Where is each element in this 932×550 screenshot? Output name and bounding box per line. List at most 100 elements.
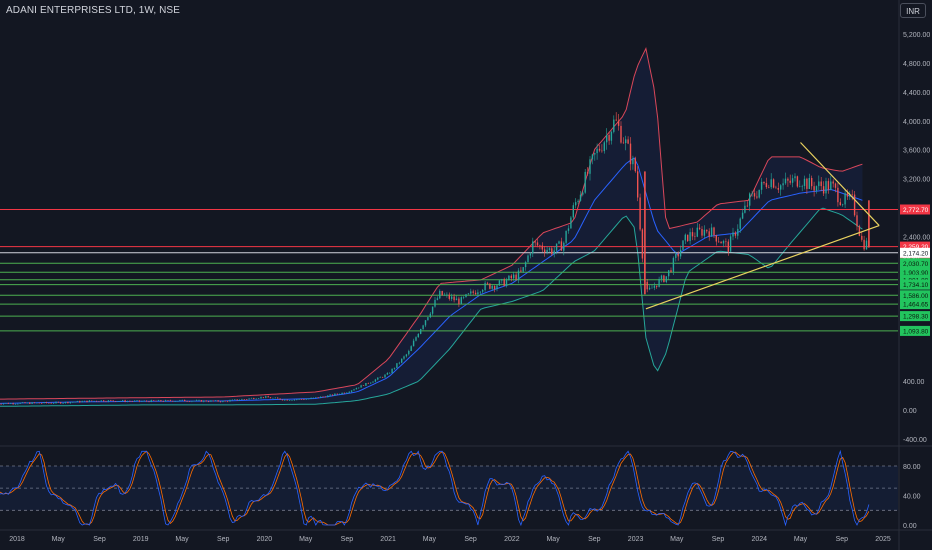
candle[interactable] <box>145 400 148 402</box>
candle[interactable] <box>520 270 522 272</box>
candle[interactable] <box>522 267 524 272</box>
candle[interactable] <box>83 400 86 402</box>
candle[interactable] <box>775 187 777 189</box>
level-tag[interactable] <box>900 299 930 310</box>
candle[interactable] <box>215 400 217 401</box>
candle[interactable] <box>698 227 701 229</box>
candle[interactable] <box>253 398 255 399</box>
candle[interactable] <box>324 396 327 398</box>
candle[interactable] <box>365 383 367 386</box>
candle[interactable] <box>339 394 341 395</box>
candle[interactable] <box>377 377 379 380</box>
candle[interactable] <box>212 400 214 402</box>
candle[interactable] <box>727 241 729 252</box>
candle[interactable] <box>625 139 627 143</box>
candle[interactable] <box>477 292 479 295</box>
candle[interactable] <box>524 262 527 268</box>
candle[interactable] <box>160 400 162 402</box>
candle[interactable] <box>458 298 460 305</box>
candle[interactable] <box>88 400 91 402</box>
candle[interactable] <box>98 401 100 402</box>
candle[interactable] <box>164 400 167 402</box>
candle[interactable] <box>753 193 756 197</box>
level-tag[interactable] <box>900 247 930 258</box>
candle[interactable] <box>279 398 281 400</box>
candle[interactable] <box>443 294 446 296</box>
candle[interactable] <box>637 171 639 198</box>
candle[interactable] <box>825 181 827 194</box>
candle[interactable] <box>758 189 760 198</box>
candle[interactable] <box>346 392 348 394</box>
candle[interactable] <box>656 285 658 287</box>
candle[interactable] <box>420 329 422 334</box>
candle[interactable] <box>722 241 725 244</box>
candle[interactable] <box>746 205 748 207</box>
candle[interactable] <box>157 400 160 401</box>
candle[interactable] <box>255 398 257 400</box>
candle[interactable] <box>186 401 188 402</box>
candle[interactable] <box>760 181 763 190</box>
level-tag[interactable] <box>900 325 930 336</box>
candle[interactable] <box>67 402 69 404</box>
candle[interactable] <box>105 401 107 402</box>
candle[interactable] <box>7 403 9 404</box>
candle[interactable] <box>341 392 343 394</box>
candle[interactable] <box>677 253 679 257</box>
candle[interactable] <box>134 400 136 402</box>
level-tag[interactable] <box>900 267 930 278</box>
candle[interactable] <box>610 131 613 141</box>
candle[interactable] <box>462 297 465 298</box>
candle[interactable] <box>401 358 403 363</box>
candle[interactable] <box>572 205 574 218</box>
candle[interactable] <box>117 401 119 402</box>
candle[interactable] <box>38 402 40 404</box>
candle[interactable] <box>658 279 660 287</box>
candle[interactable] <box>470 291 472 294</box>
candle[interactable] <box>510 275 512 279</box>
level-tag[interactable] <box>900 258 930 269</box>
candle[interactable] <box>110 400 112 401</box>
candle[interactable] <box>360 385 362 388</box>
candle[interactable] <box>858 226 861 236</box>
candle[interactable] <box>591 154 594 160</box>
candle[interactable] <box>286 399 288 401</box>
candle[interactable] <box>129 401 131 402</box>
candle[interactable] <box>496 285 498 290</box>
candle[interactable] <box>567 228 570 231</box>
candle[interactable] <box>5 403 7 404</box>
candle[interactable] <box>262 397 265 398</box>
candle[interactable] <box>541 245 543 250</box>
candle[interactable] <box>172 400 174 402</box>
candle[interactable] <box>176 401 179 402</box>
price-pane[interactable] <box>0 46 898 407</box>
candle[interactable] <box>648 287 651 290</box>
candle[interactable] <box>737 228 739 236</box>
candle[interactable] <box>634 158 636 172</box>
candle[interactable] <box>713 227 715 236</box>
candle[interactable] <box>434 299 436 307</box>
candle[interactable] <box>17 403 19 405</box>
candle[interactable] <box>396 363 398 368</box>
candle[interactable] <box>281 399 284 401</box>
candle[interactable] <box>417 333 419 338</box>
candle[interactable] <box>86 400 88 402</box>
candle[interactable] <box>472 291 474 293</box>
candle[interactable] <box>606 135 608 143</box>
candle[interactable] <box>632 158 634 165</box>
candle[interactable] <box>749 193 751 206</box>
candle[interactable] <box>379 377 381 378</box>
candle[interactable] <box>498 280 501 286</box>
candle[interactable] <box>582 192 584 195</box>
candle[interactable] <box>391 368 393 373</box>
candle[interactable] <box>10 403 12 404</box>
candle[interactable] <box>267 396 269 398</box>
candle[interactable] <box>408 351 410 355</box>
candle[interactable] <box>60 402 62 404</box>
candle[interactable] <box>820 181 822 187</box>
candle[interactable] <box>384 374 386 378</box>
candle[interactable] <box>856 215 858 227</box>
candle[interactable] <box>312 397 315 399</box>
candle[interactable] <box>799 186 801 187</box>
candle[interactable] <box>231 399 234 401</box>
candle[interactable] <box>732 232 734 237</box>
